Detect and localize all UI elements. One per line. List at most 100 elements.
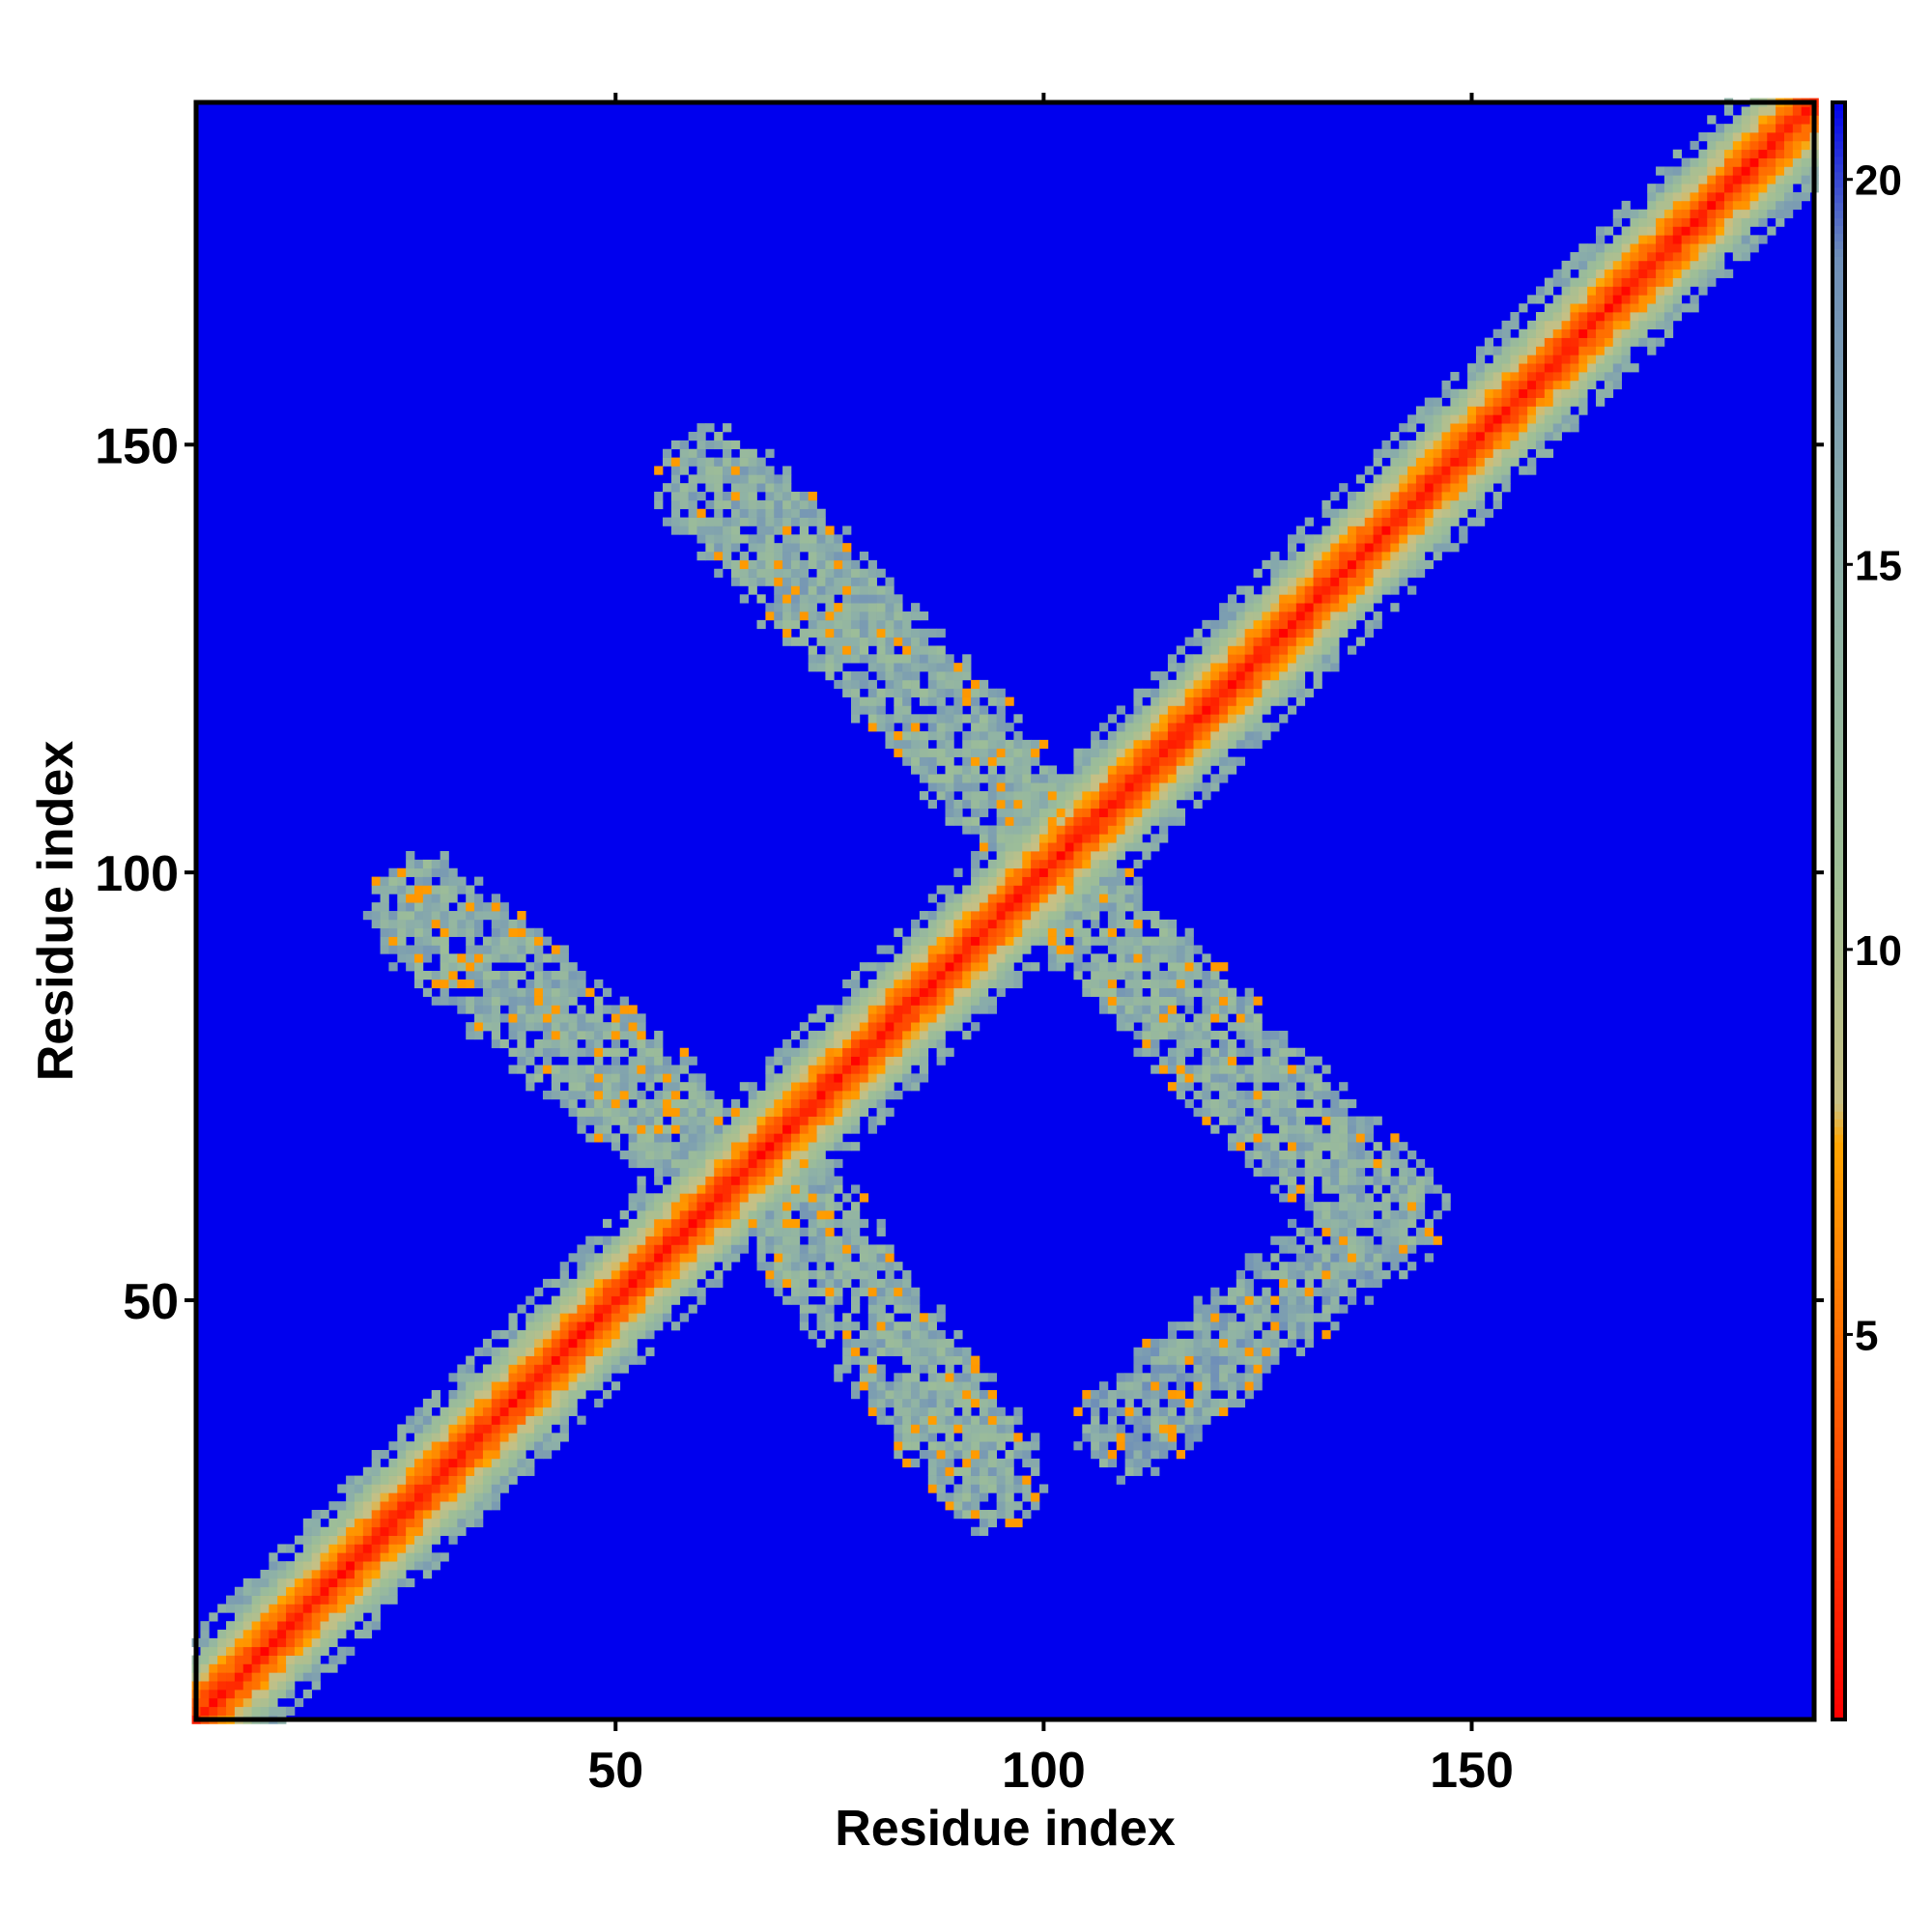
heatmap-cell [1313, 1270, 1322, 1280]
heatmap-cell [1184, 1338, 1194, 1349]
heatmap-cell [927, 1031, 937, 1040]
heatmap-cell [302, 1637, 313, 1648]
heatmap-cell [670, 517, 681, 526]
heatmap-cell [448, 1526, 458, 1536]
heatmap-cell [1159, 1022, 1169, 1032]
heatmap-cell [628, 1227, 638, 1236]
heatmap-cell [1253, 1031, 1263, 1040]
heatmap-cell [440, 911, 449, 921]
heatmap-cell [1091, 816, 1100, 826]
heatmap-cell [611, 1013, 621, 1023]
heatmap-cell [971, 962, 980, 972]
heatmap-cell [842, 645, 852, 655]
heatmap-cell [1244, 1381, 1254, 1391]
heatmap-cell [1099, 774, 1109, 783]
heatmap-cell [1047, 825, 1058, 835]
heatmap-cell [499, 1347, 509, 1356]
heatmap-cell [953, 723, 963, 732]
heatmap-cell [448, 919, 458, 929]
heatmap-cell [979, 1526, 989, 1536]
heatmap-cell [765, 552, 775, 561]
heatmap-cell [894, 688, 903, 697]
heatmap-cell [1167, 765, 1178, 775]
heatmap-cell [611, 1005, 621, 1014]
heatmap-cell [911, 1005, 921, 1014]
heatmap-cell [663, 1278, 672, 1289]
heatmap-cell [1219, 1295, 1229, 1305]
heatmap-cell [577, 1005, 586, 1014]
heatmap-cell [953, 1355, 963, 1365]
heatmap-cell [1313, 1313, 1322, 1322]
heatmap-cell [1022, 1492, 1032, 1502]
heatmap-cell [628, 1202, 638, 1211]
heatmap-cell [1073, 1441, 1083, 1451]
heatmap-cell [1227, 679, 1237, 690]
heatmap-cell [808, 1193, 817, 1203]
heatmap-cell [696, 1124, 706, 1134]
heatmap-cell [466, 1406, 475, 1416]
heatmap-cell [790, 1227, 801, 1236]
heatmap-cell [217, 1637, 227, 1648]
heatmap-cell [971, 1415, 980, 1425]
heatmap-cell [894, 927, 903, 937]
heatmap-cell [1133, 971, 1143, 980]
heatmap-cell [996, 688, 1006, 697]
heatmap-cell [1253, 739, 1263, 750]
heatmap-cell [971, 953, 980, 963]
heatmap-cell [1219, 619, 1229, 630]
heatmap-cell [1262, 585, 1271, 595]
heatmap-cell [517, 1381, 526, 1391]
heatmap-cell [851, 585, 861, 595]
heatmap-cell [1210, 979, 1220, 989]
heatmap-cell [628, 1107, 638, 1117]
heatmap-cell [927, 1338, 937, 1349]
heatmap-cell [987, 1441, 998, 1451]
heatmap-cell [1236, 1013, 1246, 1023]
heatmap-cell [1330, 508, 1340, 518]
heatmap-cell [1236, 645, 1246, 655]
heatmap-cell [1133, 1373, 1143, 1382]
heatmap-cell [1279, 1295, 1289, 1305]
heatmap-cell [790, 543, 801, 553]
heatmap-cell [1270, 628, 1280, 638]
heatmap-cell [1073, 748, 1083, 757]
heatmap-cell [774, 1073, 783, 1083]
heatmap-cell [765, 1193, 775, 1203]
heatmap-cell [953, 816, 963, 826]
heatmap-cell [1330, 1151, 1340, 1160]
heatmap-cell [422, 971, 433, 980]
heatmap-cell [911, 1390, 921, 1400]
heatmap-cell [730, 534, 741, 544]
heatmap-cell [242, 1637, 252, 1648]
heatmap-cell [927, 663, 937, 672]
heatmap-cell [971, 1475, 980, 1485]
heatmap-cell [1031, 808, 1040, 817]
heatmap-cell [491, 919, 500, 929]
heatmap-cell [1279, 1151, 1289, 1160]
heatmap-cell [705, 1116, 715, 1125]
heatmap-cell [679, 457, 689, 467]
heatmap-cell [542, 1013, 553, 1023]
heatmap-cell [260, 1630, 270, 1639]
heatmap-cell [834, 559, 843, 570]
heatmap-cell [645, 1313, 655, 1322]
heatmap-cell [311, 1510, 321, 1520]
heatmap-cell [927, 894, 937, 903]
heatmap-cell [594, 1364, 604, 1374]
heatmap-cell [1330, 594, 1340, 604]
heatmap-cell [269, 1561, 278, 1571]
heatmap-cell [782, 526, 792, 535]
heatmap-cell [894, 1406, 903, 1416]
heatmap-cell [628, 1142, 638, 1151]
heatmap-cell [1184, 1373, 1194, 1382]
heatmap-cell [979, 705, 989, 715]
heatmap-cell [559, 962, 569, 972]
heatmap-cell [551, 1091, 561, 1100]
heatmap-cell [568, 1347, 578, 1356]
heatmap-cell [1295, 552, 1306, 561]
heatmap-cell [619, 1304, 629, 1314]
heatmap-cell [1099, 791, 1109, 801]
heatmap-cell [654, 1158, 664, 1169]
heatmap-cell [508, 927, 518, 937]
heatmap-cell [1210, 1364, 1220, 1374]
